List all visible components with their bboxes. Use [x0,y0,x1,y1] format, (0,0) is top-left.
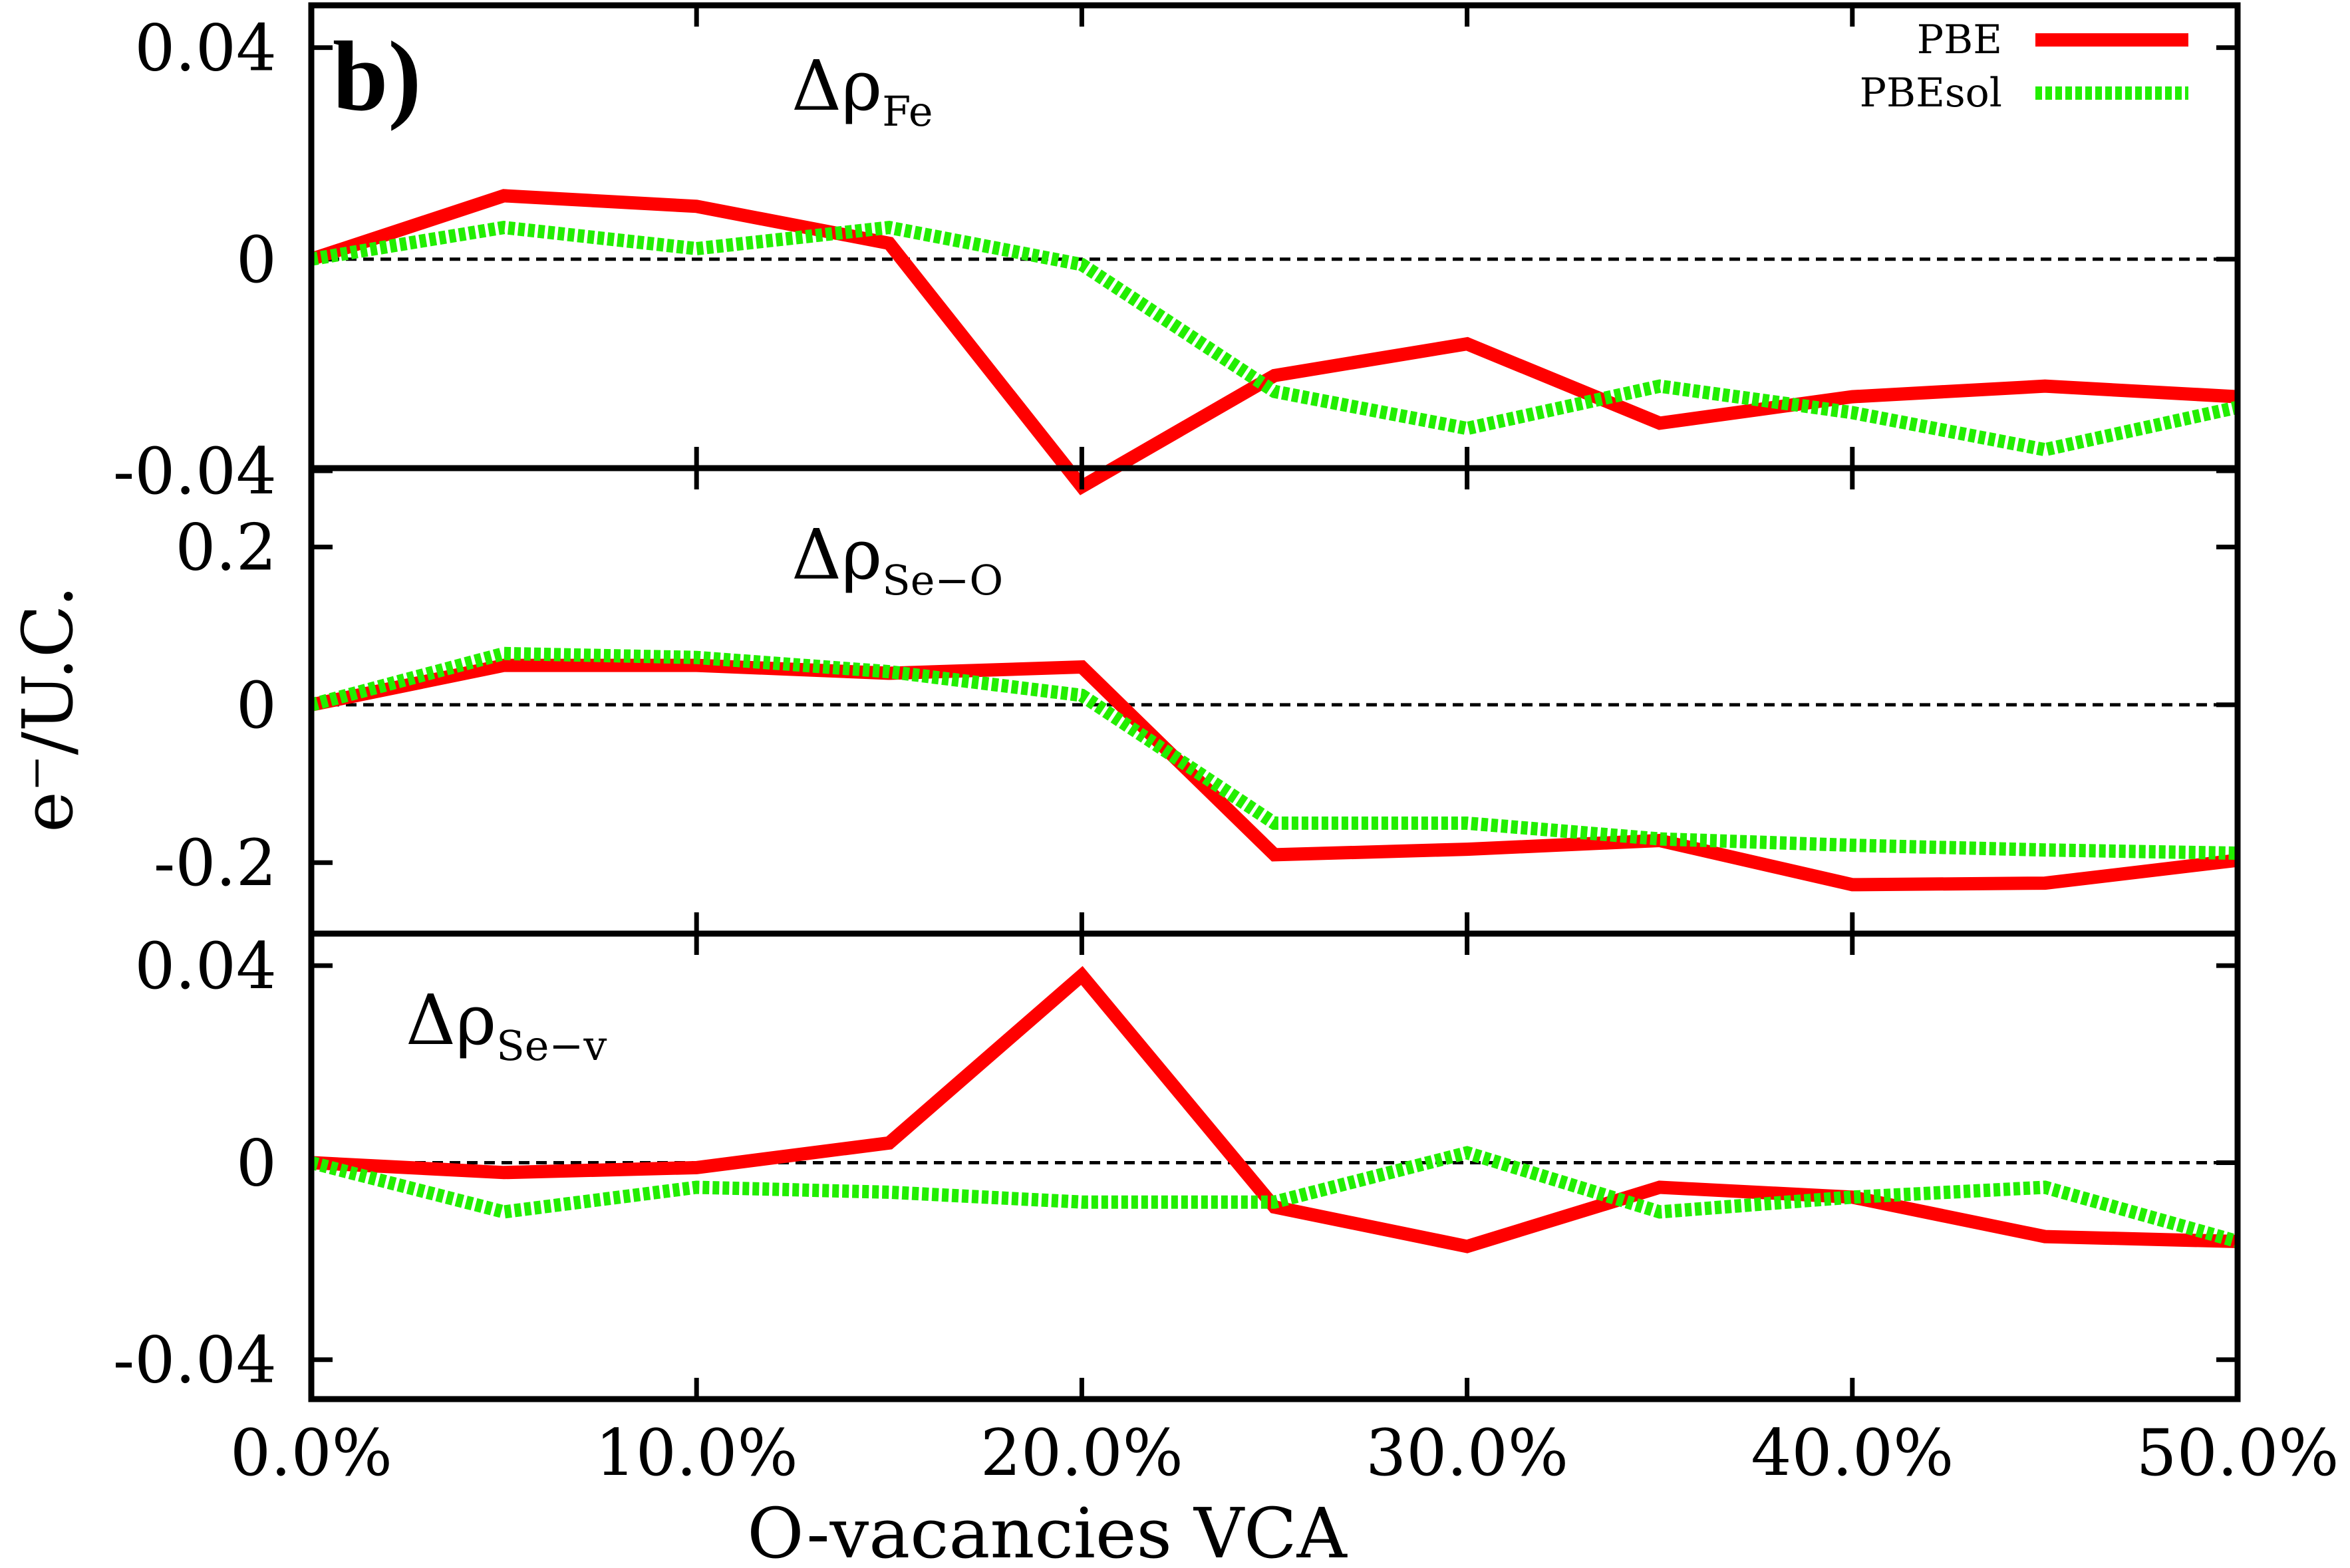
y-tick-label: 0.04 [134,929,277,1003]
y-tick-label: -0.04 [113,1323,277,1398]
panel-2: 0.2 0 -0.2 ΔρSe−O [154,465,2241,937]
y-tick-label: -0.2 [154,826,277,900]
x-axis-title: O-vacancies VCA [747,1493,1348,1568]
x-tick-label: 10.0% [595,1416,798,1490]
y-tick-label: 0 [236,223,277,297]
annotation-symbol: Δρ [792,45,882,126]
series-pbe-line [309,189,2238,495]
series-pbesol-line [309,646,2238,860]
x-tick-label: 50.0% [2136,1416,2339,1490]
y-tick-label: 0.2 [175,511,277,585]
x-tick-label: 40.0% [1751,1416,1954,1490]
legend-label: PBE [1917,17,2002,63]
y-tick-label: 0.04 [134,11,277,86]
annotation-symbol: Δρ [406,980,496,1061]
series-pbesol-line [310,220,2240,457]
annotation-subscript: Se−v [496,1021,607,1070]
panels: 0.040-0.04ΔρFe0.20-0.2ΔρSe−O0.040-0.04Δρ… [113,2,2241,1402]
annotation-subscript: Fe [882,87,933,136]
panel-frame [308,465,2241,937]
series-pbesol-line [309,1146,2240,1248]
panel-annotation: ΔρFe [792,45,933,136]
annotation-subscript: Se−O [882,556,1003,604]
panel-annotation: ΔρSe−O [792,514,1003,604]
legend-label: PBEsol [1860,70,2002,116]
panel-3: 0.04 0 -0.04 ΔρSe−v [113,929,2241,1402]
x-tick-label: 0.0% [230,1416,392,1490]
legend: PBE PBEsol [1860,17,2188,116]
x-tick-label: 30.0% [1366,1416,1568,1490]
y-tick-label: -0.04 [113,434,277,509]
annotation-symbol: Δρ [792,514,882,595]
series-pbe-line [309,658,2239,892]
panel-annotation: ΔρSe−v [406,980,607,1070]
x-tick-label: 20.0% [980,1416,1183,1490]
panel-frame [308,930,2241,1402]
y-axis-title: e⁻/U.C. [7,585,88,833]
panel-label: b) [333,21,421,132]
x-tick-labels: 0.0% 10.0% 20.0% 30.0% 40.0% 50.0% [230,1416,2339,1490]
y-tick-label: 0 [236,1126,277,1200]
y-tick-label: 0 [236,668,277,743]
